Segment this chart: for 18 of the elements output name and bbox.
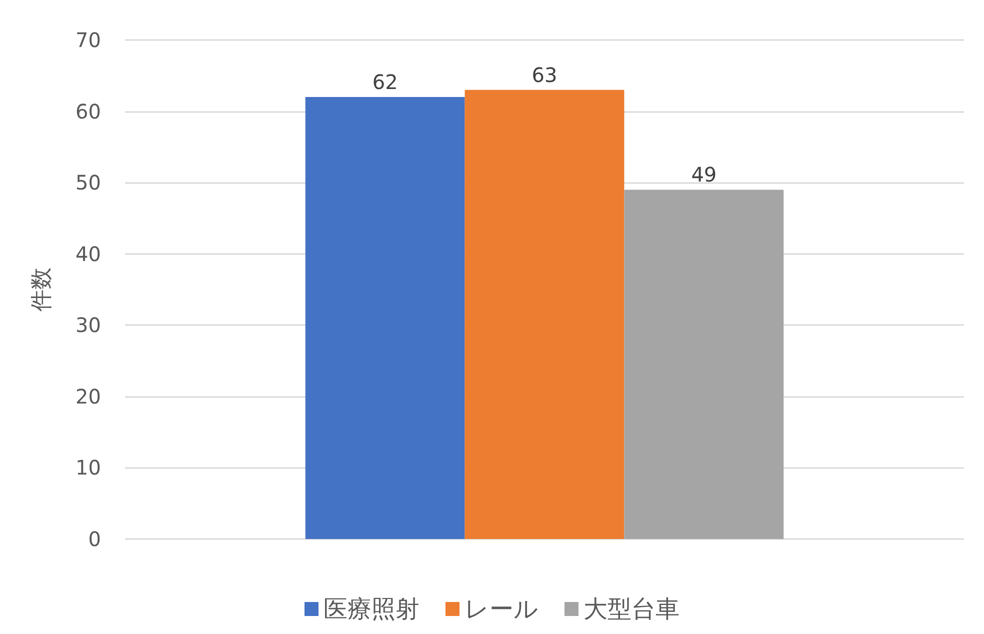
data-label: 49: [691, 162, 717, 187]
bar: [305, 97, 465, 539]
y-tick-label: 0: [88, 527, 101, 551]
legend-label: 医療照射: [324, 595, 420, 623]
y-tick-label: 10: [76, 456, 101, 480]
y-tick-label: 70: [76, 28, 101, 52]
y-tick-label: 30: [76, 313, 101, 338]
bar: [624, 190, 784, 539]
y-tick-label: 60: [76, 99, 101, 124]
data-label: 62: [372, 70, 398, 94]
y-tick-label: 40: [76, 242, 101, 266]
y-axis-title: 件数: [30, 268, 54, 312]
y-tick-label: 50: [76, 170, 101, 195]
legend-label: レール: [464, 595, 538, 623]
bar: [464, 90, 624, 539]
data-label: 63: [532, 62, 558, 87]
y-tick-label: 20: [76, 384, 101, 408]
legend-label: 大型台車: [584, 595, 680, 623]
